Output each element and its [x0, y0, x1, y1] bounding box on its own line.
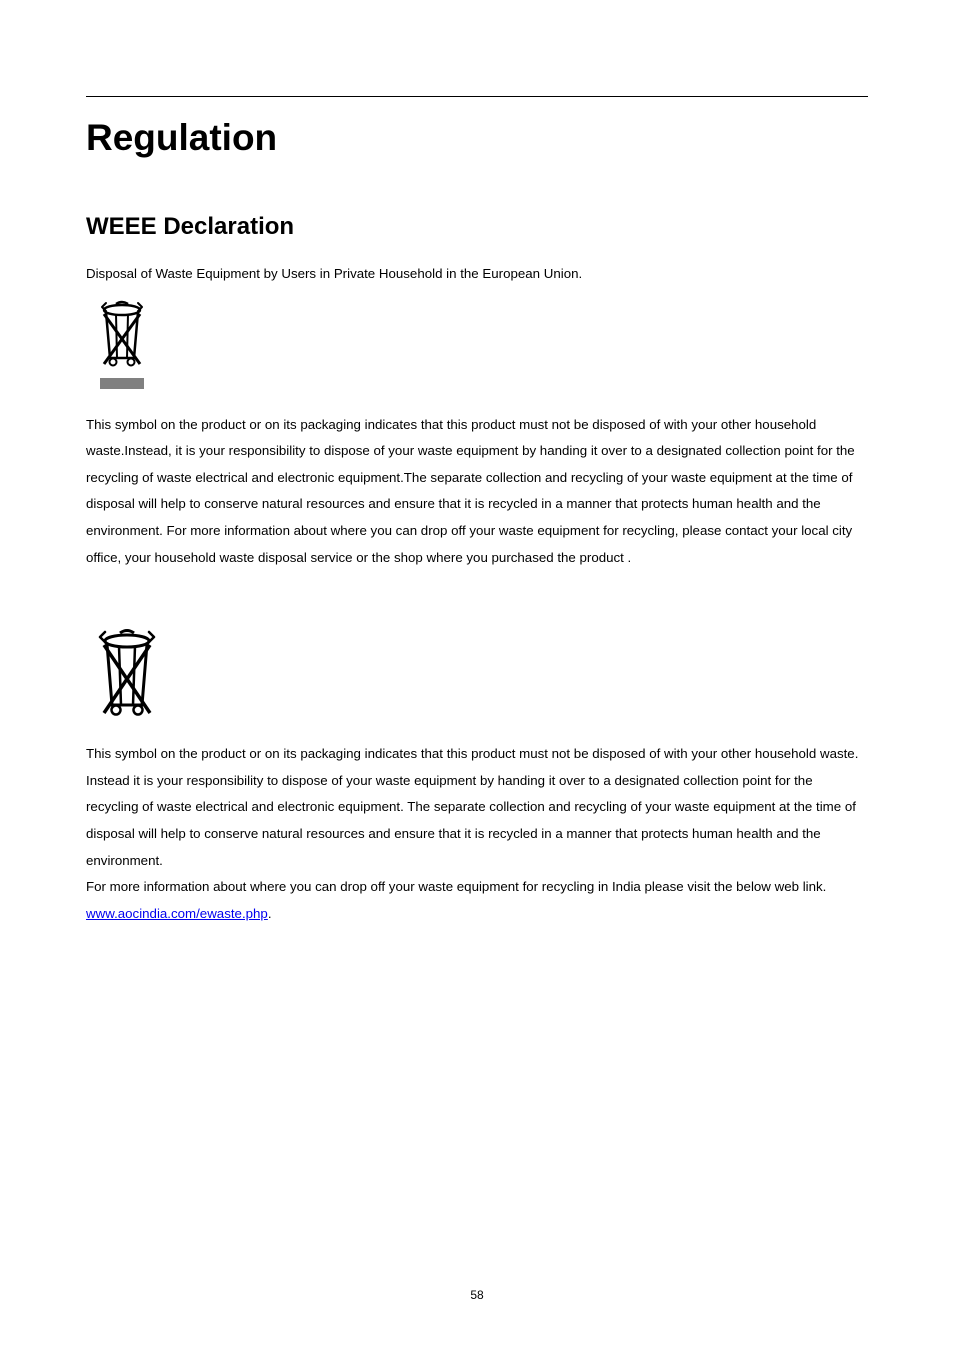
top-divider: [86, 96, 868, 97]
section-heading: WEEE Declaration: [86, 213, 868, 241]
link-period: .: [268, 906, 272, 921]
document-page: Regulation WEEE Declaration Disposal of …: [0, 0, 954, 927]
intro-text: Disposal of Waste Equipment by Users in …: [86, 261, 868, 288]
link-line: www.aocindia.com/ewaste.php.: [86, 901, 868, 928]
paragraph-1: This symbol on the product or on its pac…: [86, 412, 868, 572]
ewaste-link[interactable]: www.aocindia.com/ewaste.php: [86, 906, 268, 921]
paragraph-2a: This symbol on the product or on its pac…: [86, 741, 868, 874]
weee-bin-icon: [86, 627, 868, 725]
page-title: Regulation: [86, 117, 868, 159]
paragraph-2b: For more information about where you can…: [86, 874, 868, 901]
page-number: 58: [0, 1288, 954, 1302]
weee-bin-icon-with-bar: [86, 298, 868, 394]
